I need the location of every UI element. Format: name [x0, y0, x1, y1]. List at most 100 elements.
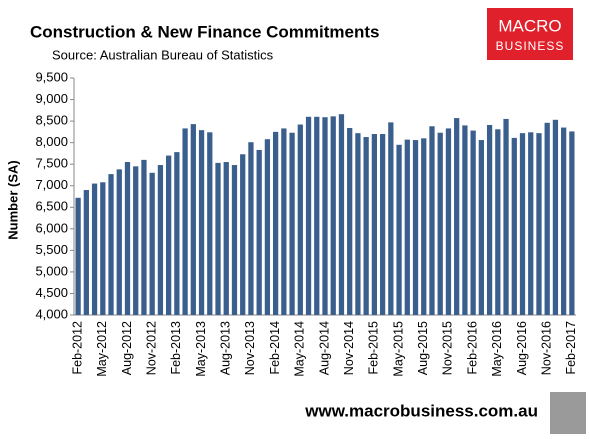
y-tick-label: 6,500 [35, 199, 68, 214]
x-tick-label: May-2012 [95, 321, 109, 377]
bar [379, 134, 386, 315]
bar [83, 190, 89, 315]
logo-text: BUSINESS [496, 39, 565, 53]
y-tick-label: 5,000 [35, 263, 68, 278]
y-tick-label: 5,500 [35, 242, 68, 257]
chart-title: Construction & New Finance Commitments [30, 22, 379, 41]
y-tick-label: 4,000 [35, 306, 68, 321]
bar [355, 133, 361, 315]
footer: www.macrobusiness.com.au [304, 401, 538, 420]
bar [207, 132, 213, 315]
bar [322, 117, 328, 315]
y-tick-label: 7,500 [35, 156, 68, 171]
bar [528, 132, 534, 315]
x-tick-label: May-2015 [391, 321, 405, 377]
bar [569, 131, 575, 315]
bar [314, 116, 320, 315]
bar [347, 127, 353, 316]
bar [198, 130, 205, 315]
bar [495, 129, 501, 315]
bar [297, 124, 303, 316]
bar [437, 132, 443, 315]
y-tick-label: 6,000 [35, 220, 68, 235]
x-tick-label: Nov-2012 [144, 321, 158, 375]
x-tick-label: Aug-2014 [317, 321, 331, 375]
bar [544, 122, 550, 315]
bar [75, 197, 81, 315]
bar [536, 133, 542, 315]
x-tick-label: Feb-2014 [268, 321, 282, 375]
bar [511, 137, 517, 315]
bar [223, 162, 229, 315]
bar [100, 182, 106, 315]
bar [478, 140, 484, 315]
bar [330, 116, 336, 315]
bar [264, 139, 271, 315]
bar [371, 134, 378, 315]
x-tick-label: Nov-2013 [243, 321, 257, 375]
bar [174, 152, 180, 315]
x-tick-label: Aug-2013 [219, 321, 233, 375]
logo-box [487, 8, 573, 60]
x-tick-label: Feb-2013 [169, 321, 183, 375]
logo-text: MACRO [498, 16, 561, 35]
bar [552, 119, 559, 315]
x-tick-label: Feb-2017 [564, 321, 578, 375]
x-tick-label: Feb-2015 [367, 321, 381, 375]
bar [108, 174, 114, 315]
bar [91, 183, 98, 315]
bar [157, 165, 164, 315]
bar [486, 124, 493, 316]
y-tick-label: 9,500 [35, 69, 68, 84]
bar [281, 128, 287, 315]
bar [305, 116, 312, 315]
bar [561, 127, 567, 316]
x-tick-label: May-2014 [293, 321, 307, 377]
x-tick-label: May-2013 [194, 321, 208, 377]
bar [215, 162, 221, 315]
y-tick-label: 9,000 [35, 91, 68, 106]
bar [412, 140, 419, 315]
x-tick-label: Aug-2016 [515, 321, 529, 375]
bar [519, 133, 526, 315]
bar [338, 114, 345, 315]
bar [166, 155, 172, 315]
bar [272, 131, 279, 315]
bar [454, 118, 460, 315]
y-tick-label: 8,500 [35, 113, 68, 128]
x-tick-label: Nov-2014 [342, 321, 356, 375]
bar [116, 169, 122, 315]
bar [190, 124, 196, 315]
bar [248, 142, 254, 315]
y-axis-label: Number (SA) [5, 160, 20, 239]
bar [182, 128, 188, 315]
x-tick-label: Aug-2012 [120, 321, 134, 375]
x-tick-label: Aug-2015 [416, 321, 430, 375]
y-tick-label: 8,000 [35, 134, 68, 149]
bar [289, 132, 295, 315]
bar [421, 138, 427, 315]
bar [133, 166, 139, 315]
chart-subtitle: Source: Australian Bureau of Statistics [52, 47, 274, 62]
bar [429, 126, 435, 316]
x-tick-label: May-2016 [490, 321, 504, 377]
bar [240, 154, 246, 315]
bar [124, 162, 131, 315]
bar [231, 165, 238, 315]
x-tick-label: Nov-2016 [539, 321, 553, 375]
wolf-logo [550, 392, 586, 434]
y-tick-label: 4,500 [35, 285, 68, 300]
bar [396, 144, 402, 315]
bar [404, 139, 410, 315]
bar [470, 130, 476, 315]
y-tick-label: 7,000 [35, 177, 68, 192]
bar [363, 137, 369, 315]
bar [141, 159, 147, 315]
bar [256, 149, 262, 315]
bar [462, 125, 468, 316]
bar [388, 122, 394, 315]
bar [503, 118, 509, 315]
x-tick-label: Nov-2015 [441, 321, 455, 375]
bar [149, 172, 155, 315]
